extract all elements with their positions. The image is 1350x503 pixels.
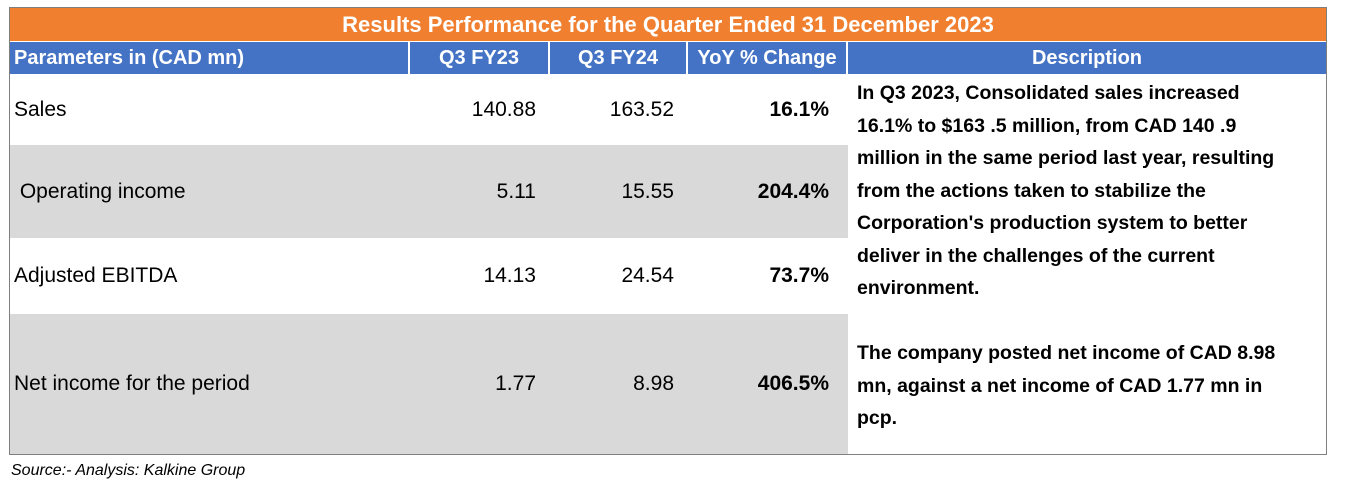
row-label-sales: Sales — [14, 97, 67, 121]
header-yoy: YoY % Change — [688, 42, 846, 74]
description-line: million in the same period last year, re… — [857, 147, 1275, 169]
source-note: Source:- Analysis: Kalkine Group — [11, 462, 246, 479]
table-title: Results Performance for the Quarter Ende… — [10, 8, 1326, 41]
cell-operating-income-yoy: 204.4% — [757, 179, 829, 203]
cell-operating-income-q3fy24: 15.55 — [621, 179, 674, 203]
row-label-net-income: Net income for the period — [14, 372, 250, 395]
cell-operating-income-q3fy23: 5.11 — [496, 179, 536, 203]
row-label-adjusted-ebitda: Adjusted EBITDA — [14, 264, 178, 287]
results-table: Results Performance for the Quarter Ende… — [9, 7, 1327, 455]
description-line: deliver in the challenges of the current — [857, 244, 1215, 267]
header-q3fy24: Q3 FY24 — [550, 42, 686, 74]
row-shade-operating-income — [10, 145, 848, 238]
description-line: Corporation's production system to bette… — [857, 212, 1248, 234]
cell-sales-q3fy24: 163.52 — [609, 97, 674, 121]
cell-net-income-yoy: 406.5% — [757, 372, 829, 395]
cell-net-income-q3fy23: 1.77 — [495, 372, 536, 395]
header-parameters: Parameters in (CAD mn) — [10, 42, 408, 74]
description-line: mn, against a net income of CAD 1.77 mn … — [857, 374, 1263, 397]
cell-adjusted-ebitda-q3fy23: 14.13 — [483, 264, 536, 287]
description-line: environment. — [857, 277, 980, 299]
description-line: 16.1% to $163 .5 million, from CAD 140 .… — [857, 114, 1237, 137]
cell-adjusted-ebitda-yoy: 73.7% — [769, 264, 829, 287]
row-label-operating-income: Operating income — [14, 179, 186, 203]
description-line: pcp. — [857, 407, 898, 429]
row-shade-net-income — [10, 314, 848, 454]
cell-net-income-q3fy24: 8.98 — [633, 372, 674, 395]
description-line: The company posted net income of CAD 8.9… — [857, 342, 1276, 364]
cell-sales-q3fy23: 140.88 — [471, 97, 536, 121]
cell-sales-yoy: 16.1% — [769, 97, 829, 121]
description-line: from the actions taken to stabilize the — [857, 179, 1206, 202]
description-net-income: The company posted net income of CAD 8.9… — [857, 337, 1317, 435]
cell-adjusted-ebitda-q3fy24: 24.54 — [621, 264, 674, 287]
description-line: In Q3 2023, Consolidated sales increased — [857, 82, 1240, 104]
header-q3fy23: Q3 FY23 — [410, 42, 548, 74]
description-sales: In Q3 2023, Consolidated sales increased… — [857, 77, 1317, 305]
header-description: Description — [848, 42, 1326, 74]
